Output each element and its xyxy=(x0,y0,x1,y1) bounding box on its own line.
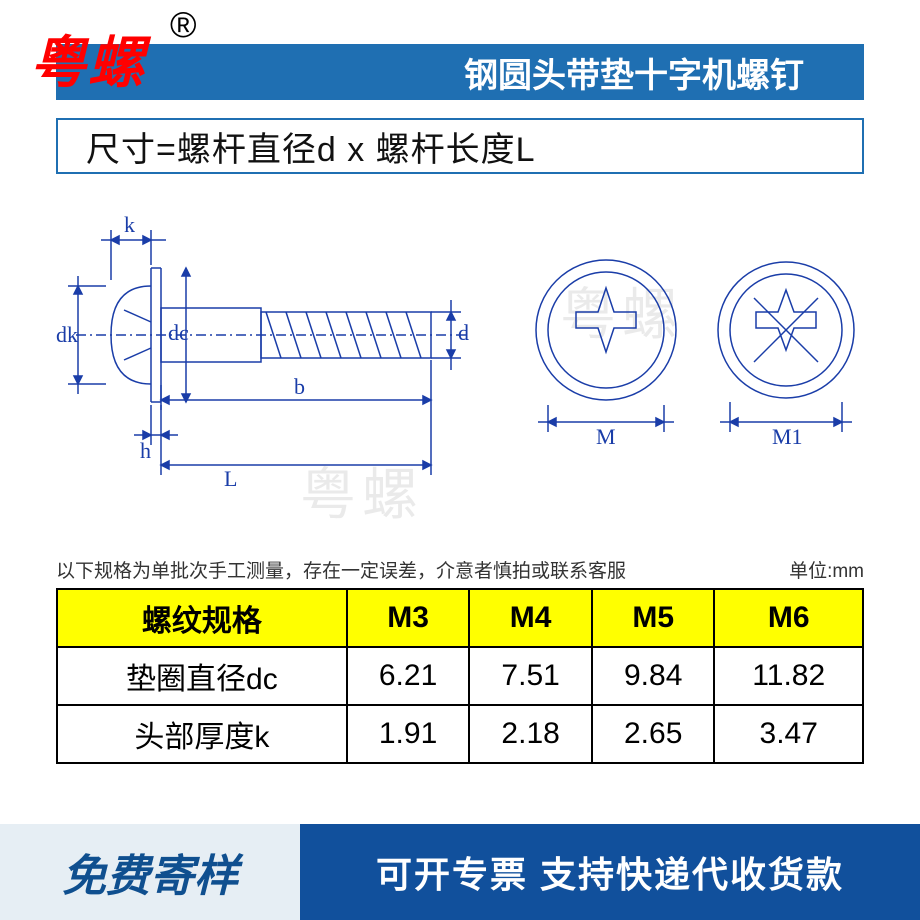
brand-logo: 粤螺 xyxy=(30,18,146,99)
footer-right: 可开专票 支持快递代收货款 xyxy=(300,824,920,920)
dim-dk: dk xyxy=(56,322,78,347)
col-header: M4 xyxy=(469,589,592,647)
cell: 6.21 xyxy=(347,647,470,705)
cell: 头部厚度k xyxy=(57,705,347,763)
footer: 免费寄样 可开专票 支持快递代收货款 xyxy=(0,824,920,920)
table-header-row: 螺纹规格 M3 M4 M5 M6 xyxy=(57,589,863,647)
cell: 垫圈直径dc xyxy=(57,647,347,705)
cell: 1.91 xyxy=(347,705,470,763)
table-row: 垫圈直径dc 6.21 7.51 9.84 11.82 xyxy=(57,647,863,705)
dim-h: h xyxy=(140,438,151,463)
title-bar: 钢圆头带垫十字机螺钉 xyxy=(56,44,864,100)
formula-text: 尺寸=螺杆直径d x 螺杆长度L xyxy=(86,122,536,171)
dim-d: d xyxy=(458,320,469,345)
cell: 7.51 xyxy=(469,647,592,705)
col-header: M5 xyxy=(592,589,715,647)
cell: 2.18 xyxy=(469,705,592,763)
cell: 2.65 xyxy=(592,705,715,763)
footer-left: 免费寄样 xyxy=(0,824,300,920)
formula-box: 尺寸=螺杆直径d x 螺杆长度L xyxy=(56,118,864,174)
cell: 3.47 xyxy=(714,705,863,763)
cell: 11.82 xyxy=(714,647,863,705)
dim-k: k xyxy=(124,212,135,237)
spec-table: 螺纹规格 M3 M4 M5 M6 垫圈直径dc 6.21 7.51 9.84 1… xyxy=(56,588,864,764)
dim-M: M xyxy=(596,424,616,449)
cell: 9.84 xyxy=(592,647,715,705)
dim-L: L xyxy=(224,466,237,490)
col-header: 螺纹规格 xyxy=(57,589,347,647)
measurement-note: 以下规格为单批次手工测量，存在一定误差，介意者慎拍或联系客服 xyxy=(56,556,626,583)
registered-mark: ® xyxy=(170,4,197,46)
dim-M1: M1 xyxy=(772,424,803,449)
unit-label: 单位:mm xyxy=(789,556,864,583)
note-row: 以下规格为单批次手工测量，存在一定误差，介意者慎拍或联系客服 单位:mm xyxy=(56,556,864,583)
title-text: 钢圆头带垫十字机螺钉 xyxy=(464,48,804,97)
screw-diagram: k dk dc h L b d M M1 xyxy=(56,210,864,490)
col-header: M6 xyxy=(714,589,863,647)
dim-b: b xyxy=(294,374,305,399)
col-header: M3 xyxy=(347,589,470,647)
dim-dc: dc xyxy=(168,320,189,345)
table-row: 头部厚度k 1.91 2.18 2.65 3.47 xyxy=(57,705,863,763)
